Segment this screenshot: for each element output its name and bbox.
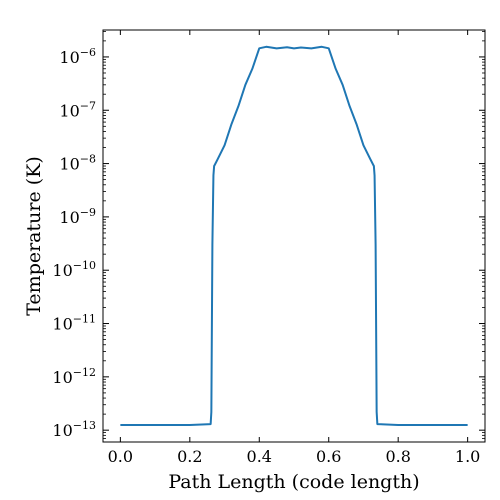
x-tick-label: 0.2 bbox=[177, 447, 202, 466]
y-axis-label: Temperature (K) bbox=[23, 156, 45, 316]
x-tick-label: 0.8 bbox=[385, 447, 410, 466]
y-tick-label: 10−12 bbox=[52, 366, 96, 387]
x-tick-label: 0.4 bbox=[247, 447, 272, 466]
x-tick-label: 1.0 bbox=[455, 447, 480, 466]
y-tick-label: 10−6 bbox=[59, 46, 96, 67]
y-tick-label: 10−7 bbox=[59, 99, 96, 120]
temperature-line bbox=[120, 45, 468, 426]
y-tick-label: 10−9 bbox=[59, 206, 96, 227]
x-axis-label: Path Length (code length) bbox=[168, 471, 419, 493]
plot-layer bbox=[120, 45, 468, 426]
plot-frame bbox=[102, 29, 486, 443]
x-tick-label: 0.0 bbox=[108, 447, 133, 466]
x-tick-label: 0.6 bbox=[316, 447, 341, 466]
y-tick-label: 10−8 bbox=[59, 153, 96, 174]
y-tick-label: 10−11 bbox=[52, 313, 96, 334]
y-tick-label: 10−13 bbox=[52, 419, 96, 440]
y-tick-label: 10−10 bbox=[52, 259, 96, 280]
